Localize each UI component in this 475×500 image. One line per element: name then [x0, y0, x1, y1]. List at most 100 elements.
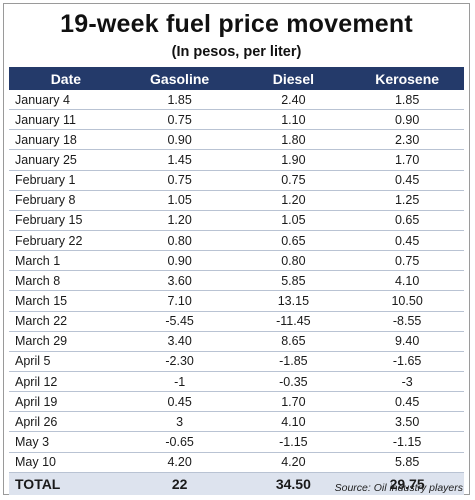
- diesel-cell: 0.80: [236, 250, 351, 272]
- column-header-diesel: Diesel: [236, 67, 351, 90]
- diesel-cell: -1.15: [236, 431, 351, 453]
- diesel-cell: 1.90: [236, 149, 351, 171]
- kerosene-cell: 4.10: [350, 270, 464, 292]
- column-header-date: Date: [9, 67, 123, 90]
- gasoline-cell: -2.30: [122, 351, 237, 372]
- date-cell: March 8: [9, 270, 123, 292]
- gasoline-cell: 1.05: [122, 190, 237, 211]
- date-cell: May 10: [9, 452, 123, 473]
- kerosene-cell: 0.45: [350, 391, 464, 413]
- kerosene-cell: 0.45: [350, 230, 464, 252]
- kerosene-cell: 0.90: [350, 109, 464, 131]
- total-gasoline-cell: 22: [122, 472, 237, 495]
- gasoline-cell: 3.60: [122, 270, 237, 292]
- diesel-cell: 4.20: [236, 452, 351, 473]
- diesel-cell: 1.20: [236, 190, 351, 211]
- date-cell: March 15: [9, 290, 123, 312]
- kerosene-cell: 1.25: [350, 190, 464, 211]
- date-cell: January 18: [9, 129, 123, 151]
- date-cell: February 8: [9, 190, 123, 211]
- kerosene-cell: 0.65: [350, 210, 464, 231]
- table-row: March 1 0.90 0.80 0.75: [9, 250, 464, 272]
- diesel-cell: 5.85: [236, 270, 351, 292]
- table-row: March 8 3.60 5.85 4.10: [9, 270, 464, 292]
- total-kerosene-cell: 29.75: [350, 472, 464, 495]
- kerosene-cell: -1.15: [350, 431, 464, 453]
- table-row: January 25 1.45 1.90 1.70: [9, 149, 464, 171]
- date-cell: April 19: [9, 391, 123, 413]
- date-cell: March 29: [9, 331, 123, 352]
- column-header-gasoline: Gasoline: [122, 67, 237, 90]
- kerosene-cell: 0.75: [350, 250, 464, 272]
- date-cell: April 26: [9, 411, 123, 433]
- diesel-cell: 1.70: [236, 391, 351, 413]
- table-row: April 26 3 4.10 3.50: [9, 411, 464, 433]
- date-cell: January 25: [9, 149, 123, 171]
- gasoline-cell: 4.20: [122, 452, 237, 473]
- gasoline-cell: 7.10: [122, 290, 237, 312]
- diesel-cell: 1.10: [236, 109, 351, 131]
- table-row: January 11 0.75 1.10 0.90: [9, 109, 464, 131]
- table-row: March 15 7.10 13.15 10.50: [9, 290, 464, 312]
- diesel-cell: 2.40: [236, 90, 351, 111]
- table-row: February 1 0.75 0.75 0.45: [9, 170, 464, 191]
- kerosene-cell: 9.40: [350, 331, 464, 352]
- column-header-kerosene: Kerosene: [350, 67, 464, 90]
- date-cell: April 5: [9, 351, 123, 372]
- table-row: May 3 -0.65 -1.15 -1.15: [9, 431, 464, 453]
- table-row: May 10 4.20 4.20 5.85: [9, 452, 464, 473]
- date-cell: January 11: [9, 109, 123, 131]
- diesel-cell: -11.45: [236, 311, 351, 332]
- gasoline-cell: -1: [122, 371, 237, 393]
- kerosene-cell: 1.70: [350, 149, 464, 171]
- total-diesel-cell: 34.50: [236, 472, 351, 495]
- table-row: January 4 1.85 2.40 1.85: [9, 90, 464, 111]
- table-row: March 29 3.40 8.65 9.40: [9, 331, 464, 352]
- table-row: February 15 1.20 1.05 0.65: [9, 210, 464, 231]
- table-row: April 12 -1 -0.35 -3: [9, 371, 464, 393]
- gasoline-cell: 0.45: [122, 391, 237, 413]
- table-body: January 4 1.85 2.40 1.85 January 11 0.75 1.10 0…: [9, 90, 464, 495]
- date-cell: March 1: [9, 250, 123, 272]
- gasoline-cell: -0.65: [122, 431, 237, 453]
- table-row: April 19 0.45 1.70 0.45: [9, 391, 464, 413]
- diesel-cell: 8.65: [236, 331, 351, 352]
- kerosene-cell: 2.30: [350, 129, 464, 151]
- total-date-cell: TOTAL: [9, 472, 123, 495]
- source-note: Source: Oil industry players: [334, 482, 463, 494]
- date-cell: May 3: [9, 431, 123, 453]
- table-row: March 22 -5.45 -11.45 -8.55: [9, 311, 464, 332]
- gasoline-cell: 1.85: [122, 90, 237, 111]
- diesel-cell: 1.05: [236, 210, 351, 231]
- diesel-cell: 0.65: [236, 230, 351, 252]
- table-header-row: Date Gasoline Diesel Kerosene: [9, 67, 464, 90]
- gasoline-cell: 0.90: [122, 250, 237, 272]
- table-row: April 5 -2.30 -1.85 -1.65: [9, 351, 464, 372]
- gasoline-cell: 1.45: [122, 149, 237, 171]
- gasoline-cell: 1.20: [122, 210, 237, 231]
- total-row: TOTAL 22 34.50 29.75: [9, 472, 464, 495]
- chart-title: 19-week fuel price movement: [60, 10, 413, 38]
- diesel-cell: 13.15: [236, 290, 351, 312]
- table-row: January 18 0.90 1.80 2.30: [9, 129, 464, 151]
- date-cell: February 22: [9, 230, 123, 252]
- date-cell: February 1: [9, 170, 123, 191]
- gasoline-cell: 3: [122, 411, 237, 433]
- diesel-cell: -1.85: [236, 351, 351, 372]
- gasoline-cell: 0.90: [122, 129, 237, 151]
- table-row: February 22 0.80 0.65 0.45: [9, 230, 464, 252]
- gasoline-cell: 0.80: [122, 230, 237, 252]
- kerosene-cell: 1.85: [350, 90, 464, 111]
- diesel-cell: 0.75: [236, 170, 351, 191]
- gasoline-cell: 0.75: [122, 109, 237, 131]
- date-cell: February 15: [9, 210, 123, 231]
- kerosene-cell: -3: [350, 371, 464, 393]
- diesel-cell: 4.10: [236, 411, 351, 433]
- kerosene-cell: -8.55: [350, 311, 464, 332]
- kerosene-cell: -1.65: [350, 351, 464, 372]
- chart-subtitle: (In pesos, per liter): [171, 44, 302, 60]
- gasoline-cell: -5.45: [122, 311, 237, 332]
- date-cell: March 22: [9, 311, 123, 332]
- gasoline-cell: 3.40: [122, 331, 237, 352]
